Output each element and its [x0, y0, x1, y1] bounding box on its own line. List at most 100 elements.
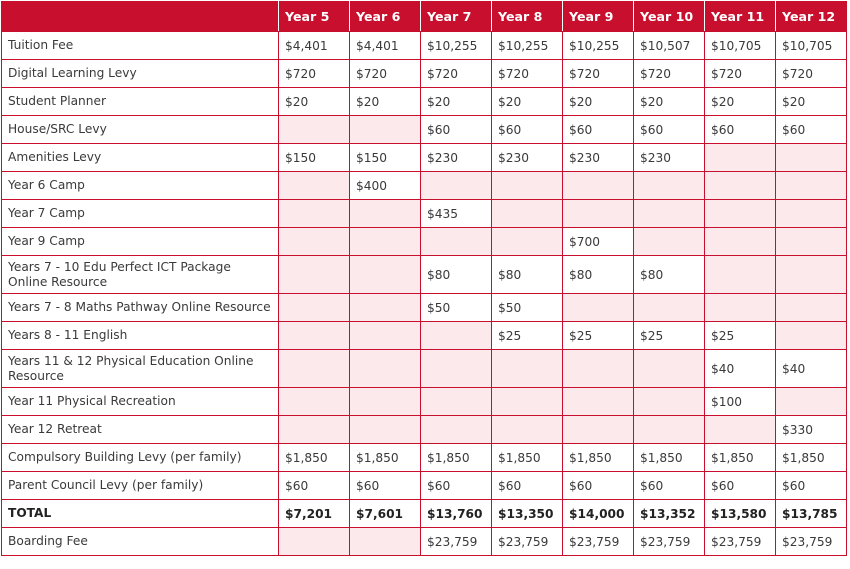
fee-cell: $4,401	[349, 31, 421, 60]
fee-cell: $13,760	[420, 499, 492, 528]
empty-cell	[775, 143, 847, 172]
table-row: Years 8 - 11 English $25 $25 $25 $25	[1, 321, 847, 350]
empty-cell	[278, 293, 350, 322]
row-label: Year 11 Physical Recreation	[1, 387, 279, 416]
fee-cell: $150	[278, 143, 350, 172]
fee-cell: $20	[633, 87, 705, 116]
fee-cell: $20	[775, 87, 847, 116]
fee-table-body: Tuition Fee $4,401 $4,401 $10,255 $10,255 $10…	[1, 31, 847, 556]
empty-cell	[704, 293, 776, 322]
fee-cell: $100	[704, 387, 776, 416]
fee-cell: $13,785	[775, 499, 847, 528]
empty-cell	[633, 199, 705, 228]
row-label: Year 6 Camp	[1, 171, 279, 200]
empty-cell	[278, 387, 350, 416]
fee-cell: $13,350	[491, 499, 563, 528]
fee-cell: $60	[278, 471, 350, 500]
empty-cell	[278, 527, 350, 556]
fee-cell: $1,850	[704, 443, 776, 472]
table-row: Year 9 Camp $700	[1, 227, 847, 256]
fee-cell: $60	[491, 471, 563, 500]
fee-cell: $60	[775, 471, 847, 500]
empty-cell	[704, 171, 776, 200]
fee-cell: $435	[420, 199, 492, 228]
empty-cell	[420, 349, 492, 388]
table-row: Years 11 & 12 Physical Education Online …	[1, 349, 847, 388]
fee-cell: $23,759	[420, 527, 492, 556]
empty-cell	[278, 321, 350, 350]
fee-cell: $150	[349, 143, 421, 172]
fee-cell: $400	[349, 171, 421, 200]
empty-cell	[704, 415, 776, 444]
fee-cell: $80	[562, 255, 634, 294]
row-label: Parent Council Levy (per family)	[1, 471, 279, 500]
table-row: Student Planner $20 $20 $20 $20 $20 $20 $20 $20	[1, 87, 847, 116]
fee-cell: $1,850	[633, 443, 705, 472]
empty-cell	[491, 387, 563, 416]
row-label: TOTAL	[1, 499, 279, 528]
fee-cell: $230	[491, 143, 563, 172]
row-label: Years 7 - 8 Maths Pathway Online Resourc…	[1, 293, 279, 322]
header-year-12: Year 12	[775, 1, 847, 32]
fee-cell: $60	[420, 115, 492, 144]
fee-cell: $720	[775, 59, 847, 88]
fee-cell: $60	[491, 115, 563, 144]
fee-cell: $14,000	[562, 499, 634, 528]
fee-cell: $23,759	[704, 527, 776, 556]
header-corner-cell	[1, 1, 279, 32]
fee-cell: $60	[704, 115, 776, 144]
fee-cell: $60	[704, 471, 776, 500]
fee-cell: $20	[349, 87, 421, 116]
fee-cell: $10,705	[775, 31, 847, 60]
fee-cell: $720	[278, 59, 350, 88]
table-row: Year 11 Physical Recreation $100	[1, 387, 847, 416]
empty-cell	[491, 415, 563, 444]
row-label: Amenities Levy	[1, 143, 279, 172]
empty-cell	[349, 387, 421, 416]
table-row: Years 7 - 8 Maths Pathway Online Resourc…	[1, 293, 847, 322]
empty-cell	[349, 527, 421, 556]
empty-cell	[278, 199, 350, 228]
empty-cell	[562, 415, 634, 444]
fee-cell: $20	[278, 87, 350, 116]
fee-cell: $720	[420, 59, 492, 88]
row-label: Tuition Fee	[1, 31, 279, 60]
fee-cell: $60	[349, 471, 421, 500]
empty-cell	[562, 293, 634, 322]
empty-cell	[349, 115, 421, 144]
empty-cell	[491, 349, 563, 388]
empty-cell	[349, 321, 421, 350]
fee-cell: $80	[633, 255, 705, 294]
empty-cell	[278, 115, 350, 144]
table-row: Parent Council Levy (per family) $60 $60 $6…	[1, 471, 847, 500]
empty-cell	[278, 171, 350, 200]
empty-cell	[491, 199, 563, 228]
empty-cell	[704, 227, 776, 256]
empty-cell	[775, 321, 847, 350]
empty-cell	[562, 171, 634, 200]
fee-cell: $1,850	[491, 443, 563, 472]
table-row: Year 12 Retreat $330	[1, 415, 847, 444]
table-row: House/SRC Levy $60 $60 $60 $60 $60 $60	[1, 115, 847, 144]
empty-cell	[562, 349, 634, 388]
row-label: Year 9 Camp	[1, 227, 279, 256]
header-row: Year 5 Year 6 Year 7 Year 8 Year 9 Year …	[1, 1, 847, 32]
header-year-7: Year 7	[420, 1, 492, 32]
empty-cell	[420, 171, 492, 200]
empty-cell	[349, 293, 421, 322]
empty-cell	[349, 199, 421, 228]
empty-cell	[704, 143, 776, 172]
table-row: Amenities Levy $150 $150 $230 $230 $230 $230	[1, 143, 847, 172]
row-label: Digital Learning Levy	[1, 59, 279, 88]
table-row: Boarding Fee $23,759 $23,759 $23,759 $23,759…	[1, 527, 847, 556]
table-row: Digital Learning Levy $720 $720 $720 $720 $72…	[1, 59, 847, 88]
empty-cell	[633, 415, 705, 444]
fee-cell: $7,201	[278, 499, 350, 528]
row-label: Years 7 - 10 Edu Perfect ICT Package Onl…	[1, 255, 279, 294]
fee-cell: $50	[420, 293, 492, 322]
empty-cell	[775, 199, 847, 228]
row-label: Year 12 Retreat	[1, 415, 279, 444]
fee-cell: $60	[420, 471, 492, 500]
empty-cell	[420, 321, 492, 350]
fee-cell: $10,705	[704, 31, 776, 60]
